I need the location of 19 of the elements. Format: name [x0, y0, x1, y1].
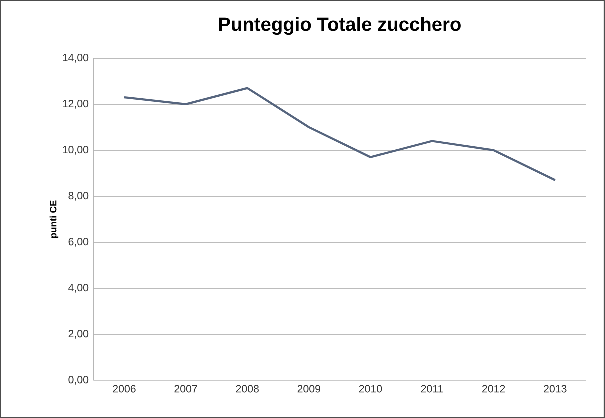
x-tick-label: 2010	[359, 385, 382, 393]
x-tick-label: 2006	[113, 385, 136, 393]
y-tick-label: 4,00	[68, 284, 89, 293]
y-tick-label: 8,00	[68, 192, 89, 201]
x-tick-label: 2008	[236, 385, 259, 393]
chart-title: Punteggio Totale zucchero	[219, 17, 461, 35]
x-tick-label: 2009	[298, 385, 320, 393]
y-tick-label: 14,00	[63, 54, 89, 63]
line-series	[123, 87, 556, 182]
x-tick-label: 2007	[174, 385, 198, 393]
x-tick-label: 2011	[421, 385, 444, 393]
x-tick-label: 2012	[482, 385, 506, 393]
y-tick-label: 2,00	[68, 330, 89, 339]
y-tick-label: 0,00	[68, 376, 89, 385]
y-axis-title: punti CE	[50, 200, 59, 238]
y-tick-label: 10,00	[63, 146, 89, 155]
y-tick-label: 6,00	[68, 238, 89, 247]
x-tick-label: 2013	[544, 385, 567, 393]
y-tick-label: 12,00	[63, 100, 89, 109]
